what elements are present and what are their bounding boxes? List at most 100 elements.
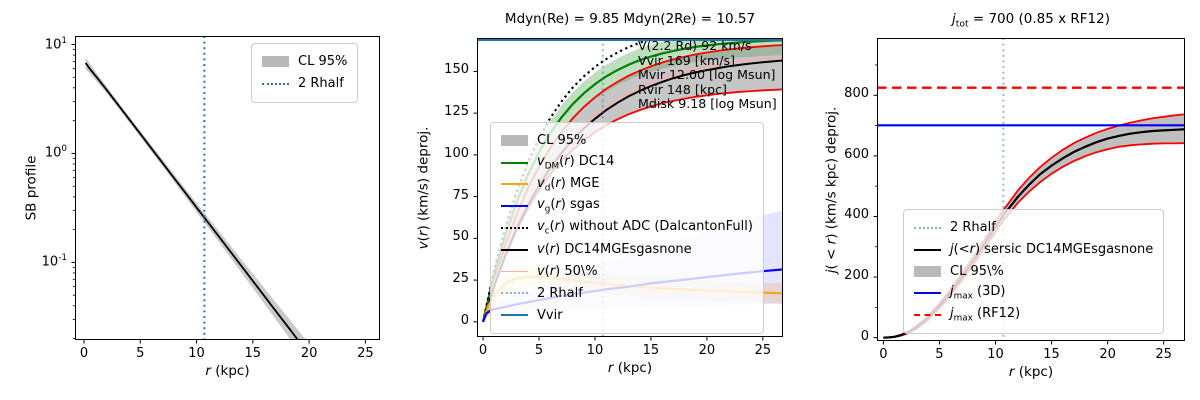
legend-key-dotted-icon — [914, 226, 941, 229]
tick-label: 25 — [452, 271, 469, 287]
tick-label: 0 — [460, 312, 469, 328]
annotation-line: Rvir 148 [kpc] — [638, 81, 727, 97]
tick-label: 15 — [1043, 347, 1060, 362]
plot-title: Mdyn(Re) = 9.85 Mdyn(2Re) = 10.57 — [504, 11, 756, 27]
tick-label: 5 — [935, 347, 944, 362]
x-axis-label: r (kpc) — [1008, 364, 1054, 380]
angular-momentum-legend: 2 Rhalf j(<r) sersic DC14MGEsgasnone CL 95… — [903, 209, 1165, 334]
tick-label: 25 — [754, 343, 772, 358]
legend-label: j(<r) sersic DC14MGEsgasnone — [950, 242, 1154, 258]
legend-item: v(r) DC14MGEsgasnone — [501, 239, 753, 261]
tick-label: 25 — [357, 346, 374, 361]
tick-label: 100 — [44, 144, 67, 161]
tick-label: 10 — [586, 343, 604, 358]
legend-item: 2 Rhalf — [914, 217, 1153, 239]
legend-key-solid-icon — [914, 248, 941, 251]
legend-item: vg(r) sgas — [501, 195, 753, 217]
legend-key-dotted-icon — [262, 82, 289, 85]
legend-item: 2 Rhalf — [501, 283, 753, 305]
annotation-line: Mdisk 9.18 [log Msun] — [638, 96, 777, 111]
tick-label: 125 — [444, 104, 469, 120]
annotation-line: Vvir 169 [km/s] — [638, 52, 735, 68]
legend-label: CL 95% — [537, 133, 587, 149]
legend-label: v(r) 50\% — [537, 264, 598, 280]
tick-label: 15 — [244, 346, 262, 361]
legend-label: Vvir — [537, 307, 563, 323]
legend-label: vDM(r) DC14 — [537, 153, 615, 172]
legend-item: 2 Rhalf — [262, 73, 347, 95]
legend-label: vd(r) MGE — [537, 175, 600, 194]
tick-label: 5 — [534, 343, 544, 358]
legend-key-solid-icon — [501, 248, 528, 251]
y-axis-label: j( < r) (km/s kpc) deproj. — [823, 106, 840, 273]
tick-label: 0 — [860, 328, 869, 344]
legend-label: jmax (3D) — [950, 284, 1006, 303]
legend-label: 2 Rhalf — [537, 285, 583, 301]
legend-key-patch-icon — [501, 135, 528, 147]
tick-label: 400 — [844, 207, 869, 223]
legend-key-dotted-icon — [501, 227, 528, 230]
legend-item: CL 95% — [262, 51, 347, 73]
legend-item: CL 95% — [501, 130, 753, 152]
legend-label: vg(r) sgas — [537, 197, 600, 216]
sb-profile-canvas — [71, 36, 380, 344]
annotation-line: Mvir 12.00 [log Msun] — [638, 67, 776, 82]
legend-key-solid-icon — [501, 161, 528, 164]
legend-item: j(<r) sersic DC14MGEsgasnone — [914, 239, 1153, 261]
x-axis-label: r (kpc) — [205, 363, 250, 379]
tick-label: 10-1 — [41, 253, 67, 270]
legend-item: vd(r) MGE — [501, 174, 753, 196]
tick-label: 800 — [844, 86, 869, 102]
plot-sb-profile: SB profile r (kpc) CL 95% 2 Rhalf 0 5 10 15 2… — [23, 36, 380, 379]
tick-label: 15 — [642, 343, 660, 358]
tick-label: 600 — [844, 146, 869, 162]
legend-key-solid-icon — [501, 314, 528, 317]
legend-label: CL 95\% — [950, 263, 1004, 279]
legend-key-patch-icon — [914, 265, 941, 277]
tick-label: 0 — [879, 347, 888, 362]
y-axis-label: SB profile — [23, 155, 40, 221]
legend-label: 2 Rhalf — [298, 76, 344, 92]
plot-velocity: Mdyn(Re) = 9.85 Mdyn(2Re) = 10.57 v(r) (… — [415, 11, 783, 376]
tick-label: 101 — [44, 35, 67, 52]
tick-label: 150 — [444, 62, 469, 78]
legend-label: 2 Rhalf — [950, 220, 996, 236]
plot-title: jtot = 700 (0.85 x RF12) — [951, 11, 1111, 30]
x-axis-label: r (kpc) — [607, 360, 653, 376]
tick-label: 0 — [478, 343, 488, 358]
legend-key-solid-icon — [501, 183, 528, 186]
plot-angular-momentum: jtot = 700 (0.85 x RF12) j( < r) (km/s k… — [823, 11, 1185, 380]
tick-label: 200 — [844, 268, 869, 284]
velocity-annotations: V(2.2 Rd) 92 km/s Vvir 169 [km/s] Mvir 12.… — [638, 38, 777, 112]
legend-item: CL 95\% — [914, 261, 1153, 283]
sb-profile-legend: CL 95% 2 Rhalf — [251, 43, 359, 103]
tick-label: 25 — [1155, 347, 1172, 362]
legend-item: Vvir — [501, 304, 753, 326]
tick-label: 20 — [300, 346, 318, 361]
legend-key-patch-icon — [262, 56, 289, 68]
tick-label: 10 — [188, 346, 205, 361]
tick-label: 50 — [452, 229, 469, 245]
tick-label: 10 — [987, 347, 1004, 362]
annotation-line: V(2.2 Rd) 92 km/s — [638, 38, 752, 53]
tick-label: 20 — [1099, 347, 1116, 362]
legend-key-dashed-icon — [914, 314, 941, 317]
legend-key-solid-icon — [914, 292, 941, 295]
legend-label: v(r) DC14MGEsgasnone — [537, 242, 692, 258]
legend-item: jmax (RF12) — [914, 304, 1153, 326]
legend-key-solid-icon — [501, 271, 528, 273]
legend-item: vc(r) without ADC (DalcantonFull) — [501, 217, 753, 239]
tick-label: 75 — [452, 187, 469, 203]
legend-label: jmax (RF12) — [950, 306, 1021, 324]
legend-label: CL 95% — [298, 54, 348, 70]
legend-item: v(r) 50\% — [501, 261, 753, 283]
legend-key-solid-icon — [501, 205, 528, 208]
legend-label: vc(r) without ADC (DalcantonFull) — [537, 219, 753, 237]
tick-label: 20 — [698, 343, 716, 358]
legend-key-dotted-icon — [501, 292, 528, 295]
legend-item: jmax (3D) — [914, 282, 1153, 304]
tick-label: 100 — [444, 145, 469, 161]
tick-label: 5 — [136, 346, 145, 361]
legend-item: vDM(r) DC14 — [501, 152, 753, 174]
